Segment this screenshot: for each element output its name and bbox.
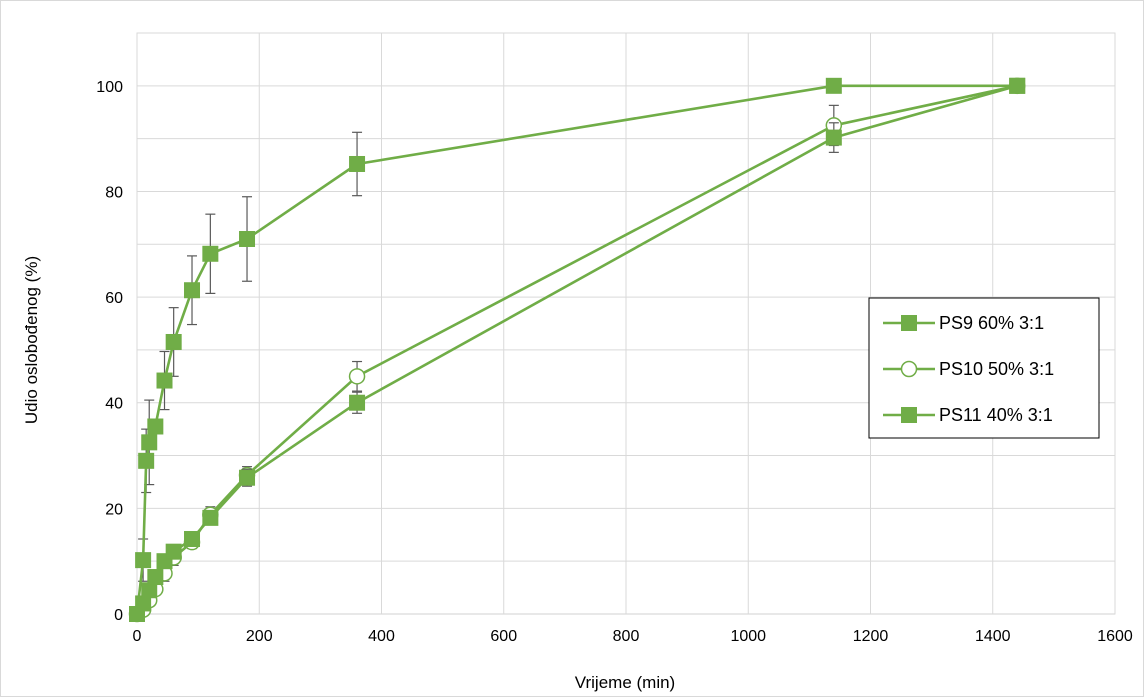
data-point xyxy=(135,552,152,569)
x-tick-label: 0 xyxy=(133,628,142,645)
y-tick-label: 0 xyxy=(114,607,123,624)
data-point xyxy=(349,155,366,172)
x-tick-label: 400 xyxy=(368,628,395,645)
data-point xyxy=(156,372,173,389)
y-axis-title: Udio oslobođenog (%) xyxy=(22,256,41,424)
axes: 0 200 400 600 800 1000 1200 1400 1600 0 20 40 60 80 10… xyxy=(96,79,1133,645)
x-tick-label: 1200 xyxy=(853,628,889,645)
y-tick-label: 20 xyxy=(105,501,123,518)
legend-marker xyxy=(901,315,917,331)
x-tick-label: 1400 xyxy=(975,628,1011,645)
x-tick-label: 1000 xyxy=(730,628,766,645)
data-point xyxy=(184,530,201,547)
x-tick-label: 200 xyxy=(246,628,273,645)
legend-label: PS9 60% 3:1 xyxy=(939,313,1044,333)
data-point xyxy=(165,543,182,560)
y-tick-label: 80 xyxy=(105,184,123,201)
data-point xyxy=(825,129,842,146)
legend[interactable]: PS9 60% 3:1 PS10 50% 3:1 PS11 40% 3:1 xyxy=(868,297,1100,439)
legend-marker xyxy=(901,407,917,423)
data-point xyxy=(825,77,842,94)
data-point xyxy=(138,452,155,469)
x-tick-label: 800 xyxy=(613,628,640,645)
legend-item[interactable]: PS11 40% 3:1 xyxy=(883,405,1053,425)
data-point xyxy=(165,333,182,350)
data-point xyxy=(202,509,219,526)
data-point xyxy=(147,418,164,435)
x-axis-title: Vrijeme (min) xyxy=(575,673,675,692)
legend-item[interactable]: PS10 50% 3:1 xyxy=(883,359,1054,379)
data-point xyxy=(1009,77,1026,94)
data-point xyxy=(239,230,256,247)
x-tick-label: 1600 xyxy=(1097,628,1133,645)
y-tick-label: 60 xyxy=(105,290,123,307)
series-3 xyxy=(129,77,1026,622)
x-tick-label: 600 xyxy=(490,628,517,645)
data-point xyxy=(239,469,256,486)
data-point xyxy=(147,569,164,586)
data-point xyxy=(348,368,366,385)
legend-marker xyxy=(900,360,918,378)
data-point xyxy=(141,434,158,451)
series xyxy=(128,77,1026,623)
y-tick-label: 100 xyxy=(96,79,123,96)
data-point xyxy=(349,394,366,411)
data-point xyxy=(184,282,201,299)
legend-item[interactable]: PS9 60% 3:1 xyxy=(883,313,1044,333)
legend-label: PS11 40% 3:1 xyxy=(939,405,1053,425)
legend-label: PS10 50% 3:1 xyxy=(939,359,1054,379)
data-point xyxy=(202,245,219,262)
y-tick-label: 40 xyxy=(105,396,123,413)
